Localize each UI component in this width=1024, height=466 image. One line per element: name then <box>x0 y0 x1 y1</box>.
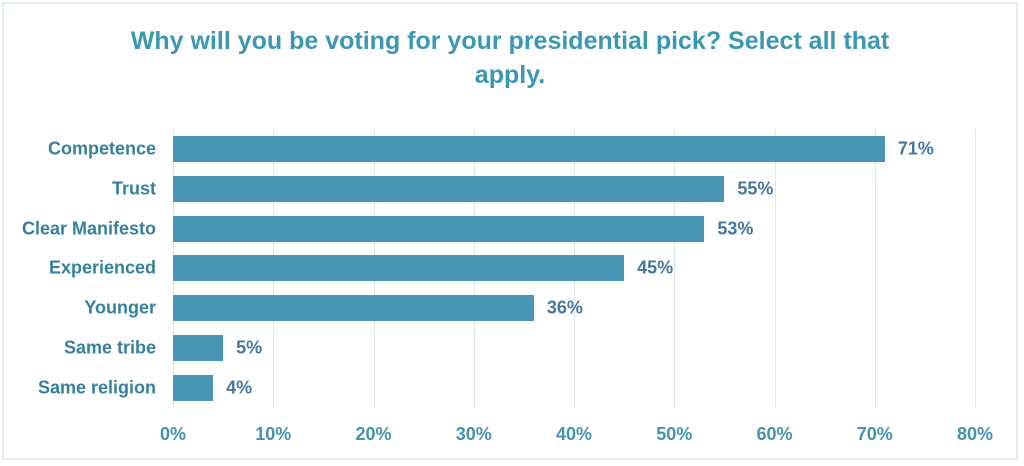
value-label: 53% <box>717 218 754 239</box>
category-label: Experienced <box>48 257 156 278</box>
bar-row: Same religion 4% <box>4 368 1016 408</box>
x-tick-label: 80% <box>956 424 994 444</box>
gridline <box>674 129 676 408</box>
bar-same-religion <box>173 375 214 402</box>
value-label: 45% <box>637 257 674 278</box>
bar-clear-manifesto <box>173 215 705 242</box>
value-label: 5% <box>236 337 263 358</box>
chart-title: Why will you be voting for your presiden… <box>130 27 890 89</box>
bar-row: Competence 71% <box>4 129 1016 169</box>
bar-experienced <box>173 255 625 282</box>
bar-trust <box>173 175 725 202</box>
chart-frame: Why will you be voting for your presiden… <box>2 2 1018 460</box>
category-label: Younger <box>84 297 156 318</box>
category-label: Trust <box>111 178 156 199</box>
x-tick-label: 30% <box>455 424 492 444</box>
value-label: 36% <box>546 297 583 318</box>
bar-row: Clear Manifesto 53% <box>4 209 1016 249</box>
category-label: Same tribe <box>63 337 156 358</box>
bar-row: Experienced 45% <box>4 249 1016 289</box>
bar-younger <box>173 295 534 322</box>
value-label: 4% <box>226 377 253 398</box>
x-tick-label: 20% <box>355 424 392 444</box>
bar-same-tribe <box>173 335 224 362</box>
bar-row: Same tribe 5% <box>4 328 1016 368</box>
category-label: Same religion <box>37 377 156 398</box>
x-tick-label: 0% <box>159 424 187 444</box>
value-label: 55% <box>737 178 774 199</box>
x-tick-label: 10% <box>255 424 292 444</box>
gridline <box>774 129 776 408</box>
chart-canvas: Why will you be voting for your presiden… <box>4 4 1016 458</box>
gridline <box>975 129 976 408</box>
x-tick-label: 70% <box>856 424 893 444</box>
category-label: Competence <box>47 138 156 159</box>
bar-row: Trust 55% <box>4 169 1016 209</box>
x-tick-label: 50% <box>656 424 693 444</box>
category-label: Clear Manifesto <box>21 218 156 239</box>
value-label: 71% <box>897 138 934 159</box>
bar-row: Younger 36% <box>4 288 1016 328</box>
x-tick-label: 60% <box>756 424 793 444</box>
gridline <box>874 129 876 408</box>
bar-competence <box>173 135 885 162</box>
x-tick-label: 40% <box>555 424 593 444</box>
